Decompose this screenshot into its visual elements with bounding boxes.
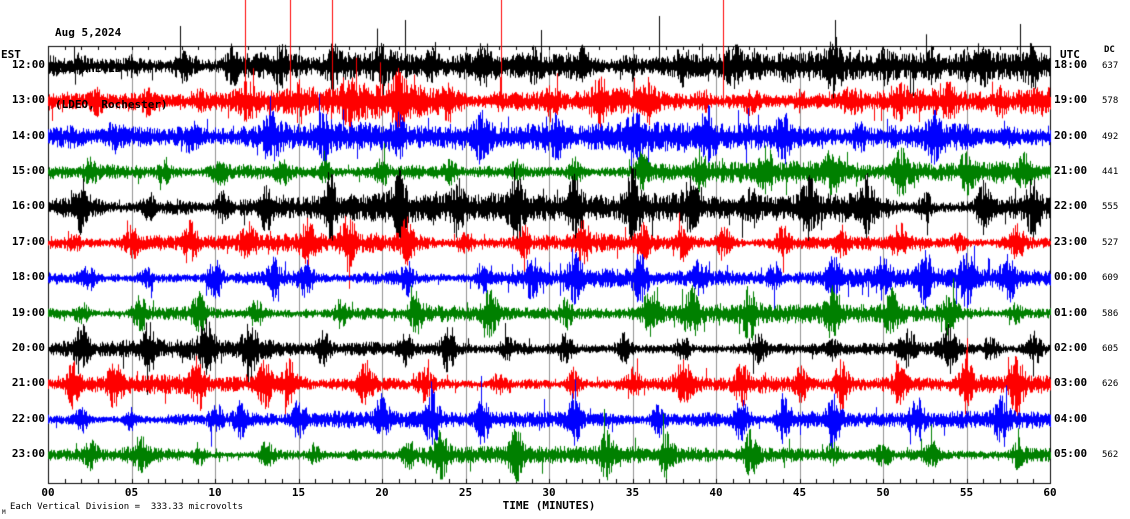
scale-note: Each Vertical Division = 333.33 microvol… (10, 502, 243, 512)
est-hour-label: 15:00 (11, 164, 45, 178)
utc-hour-label: 02:00 (1054, 340, 1088, 354)
dc-value: 562 (1102, 449, 1119, 460)
dc-value: 637 (1102, 61, 1119, 71)
x-axis-title: TIME (MINUTES) (502, 499, 596, 512)
utc-hour-label: 01:00 (1054, 305, 1088, 319)
est-hour-label: 22:00 (11, 411, 45, 425)
dc-value: 527 (1102, 237, 1119, 248)
utc-hour-label: 23:00 (1054, 234, 1088, 248)
est-hour-label: 13:00 (11, 93, 45, 107)
x-tick-label: 35 (625, 486, 640, 499)
est-hour-label: 12:00 (11, 58, 45, 71)
x-tick-label: 40 (709, 486, 723, 499)
dc-value: 441 (1102, 167, 1119, 178)
dc-column-label: DC (1104, 45, 1115, 55)
corner-mark: M (2, 509, 6, 516)
x-tick-label: 25 (458, 486, 473, 499)
est-hour-label: 23:00 (11, 446, 45, 460)
dc-value: 605 (1102, 343, 1119, 354)
dc-value: 555 (1102, 202, 1119, 213)
x-tick-label: 30 (542, 486, 556, 499)
right-axis-title: UTC (1060, 48, 1080, 61)
dc-value: 626 (1102, 379, 1119, 390)
est-hour-label: 20:00 (11, 340, 45, 354)
est-hour-label: 14:00 (11, 128, 45, 142)
x-tick-label: 20 (375, 486, 389, 499)
header: Aug 5,2024 ROC HHE LD -- (LDEO, Rocheste… (55, 3, 168, 135)
left-axis-title: EST (1, 48, 21, 61)
header-station: ROC HHE LD -- (55, 62, 142, 75)
utc-hour-label: 21:00 (1054, 164, 1088, 178)
x-tick-label: 55 (959, 486, 974, 499)
x-tick-label: 10 (208, 486, 222, 499)
dc-value: 609 (1102, 273, 1119, 284)
utc-hour-label: 22:00 (1054, 199, 1088, 213)
x-tick-label: 05 (124, 486, 139, 499)
x-tick-label: 60 (1043, 486, 1057, 499)
x-tick-label: 00 (41, 486, 55, 499)
dc-value: 492 (1102, 131, 1119, 142)
utc-hour-label: 04:00 (1054, 411, 1088, 425)
est-hour-label: 21:00 (11, 376, 45, 390)
dc-value: 586 (1102, 308, 1119, 319)
est-hour-label: 19:00 (11, 305, 45, 319)
x-tick-label: 15 (291, 486, 306, 499)
utc-hour-label: 20:00 (1054, 128, 1088, 142)
dc-value: 578 (1102, 96, 1119, 107)
utc-hour-label: 05:00 (1054, 446, 1088, 460)
utc-hour-label: 00:00 (1054, 270, 1088, 284)
header-location: (LDEO, Rochester) (55, 98, 168, 111)
utc-hour-label: 19:00 (1054, 93, 1088, 107)
est-hour-label: 18:00 (11, 270, 45, 284)
utc-hour-label: 18:00 (1054, 58, 1088, 71)
est-hour-label: 16:00 (11, 199, 45, 213)
x-tick-label: 45 (792, 486, 807, 499)
x-tick-label: 50 (876, 486, 890, 499)
utc-hour-label: 03:00 (1054, 376, 1088, 390)
header-date: Aug 5,2024 (55, 26, 122, 39)
est-hour-label: 17:00 (11, 234, 45, 248)
